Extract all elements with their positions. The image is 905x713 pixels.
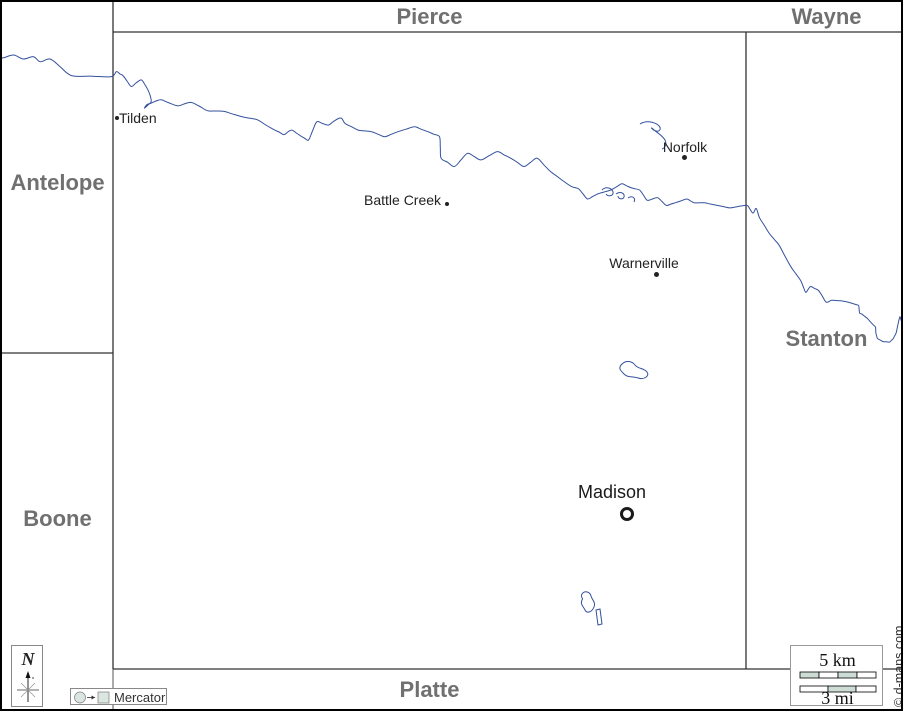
svg-text:N: N bbox=[21, 649, 36, 669]
svg-text:5 km: 5 km bbox=[819, 650, 856, 670]
svg-text:3 mi: 3 mi bbox=[821, 688, 854, 707]
svg-text:Mercator: Mercator bbox=[114, 690, 166, 705]
